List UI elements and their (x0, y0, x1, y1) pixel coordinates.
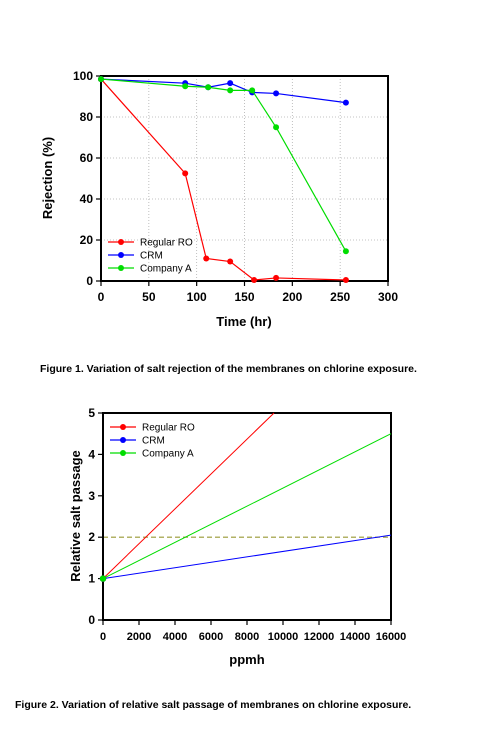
chart-1-legend-company-a-marker (118, 265, 124, 271)
chart-1-legend-regular-ro-marker (118, 239, 124, 245)
chart-1: 0 50 100 150 200 250 300 0 20 40 60 80 100 Regular R… (40, 69, 417, 375)
chart-2-series-crm-line (102, 534, 392, 580)
chart-1-series-company-a-line (100, 78, 347, 252)
chart-1-series-company-a-point-6 (342, 248, 349, 255)
chart-1-series-company-a-point-2 (205, 84, 212, 91)
chart-1-ticks: 0 50 100 150 200 250 300 0 20 40 60 80 100 (73, 69, 398, 304)
chart-2-xtick-label-10000: 10000 (268, 631, 299, 643)
chart-2-xlabel: ppmh (229, 652, 264, 667)
chart-2-legend: Regular RO CRM Company A (110, 423, 195, 460)
chart-1-legend-crm-label: CRM (140, 251, 163, 262)
chart-2-legend-company-a-label: Company A (142, 449, 194, 460)
chart-1-series-regular-ro-point-6 (342, 276, 349, 283)
chart-1-ytick-label-20: 20 (80, 233, 94, 247)
chart-1-series-company-a-point-5 (273, 124, 280, 131)
chart-1-xtick-label-0: 0 (98, 290, 105, 304)
chart-1-series-crm-point-6 (342, 99, 349, 106)
chart-2-ytick-label-2: 2 (88, 530, 95, 544)
figure-2-caption: Figure 2. Variation of relative salt pas… (15, 699, 411, 711)
chart-2-legend-regular-ro-label: Regular RO (142, 423, 195, 434)
chart-1-ytick-label-0: 0 (86, 274, 93, 288)
chart-1-series-regular-ro-line (100, 78, 346, 281)
chart-2-ytick-label-4: 4 (88, 447, 95, 461)
chart-1-ytick-label-40: 40 (80, 192, 94, 206)
chart-2-xtick-label-4000: 4000 (163, 631, 187, 643)
chart-1-xtick-label-100: 100 (187, 290, 207, 304)
chart-2-legend-crm-label: CRM (142, 436, 165, 447)
chart-2-xtick-label-12000: 12000 (304, 631, 335, 643)
chart-1-series-crm-point-3 (227, 80, 234, 87)
chart-1-legend: Regular RO CRM Company A (108, 238, 193, 275)
chart-2-xtick-label-2000: 2000 (127, 631, 151, 643)
chart-1-xtick-label-250: 250 (330, 290, 350, 304)
chart-1-xtick-label-200: 200 (282, 290, 302, 304)
chart-2-series-company-a-origin-point (99, 575, 107, 582)
chart-1-xtick-label-50: 50 (142, 290, 156, 304)
chart-1-ytick-label-60: 60 (80, 151, 94, 165)
chart-1-series (98, 76, 349, 283)
chart-1-xtick-label-150: 150 (234, 290, 254, 304)
chart-1-series-company-a-point-0 (98, 76, 104, 83)
chart-1-ylabel: Rejection (%) (40, 137, 55, 219)
figure-1-caption: Figure 1. Variation of salt rejection of… (40, 363, 417, 375)
chart-2-legend-regular-ro-marker (120, 424, 126, 430)
chart-1-series-regular-ro-point-3 (227, 258, 234, 265)
chart-2-legend-crm-marker (120, 437, 126, 443)
chart-2-ticks: 0 2000 4000 6000 8000 10000 12000 14000 16000 0 1 2… (88, 406, 406, 643)
chart-2-ytick-label-1: 1 (88, 572, 95, 586)
chart-1-legend-company-a-label: Company A (140, 264, 192, 275)
chart-2-series-company-a-line (102, 433, 392, 580)
chart-2-xtick-label-14000: 14000 (340, 631, 371, 643)
chart-2-xtick-label-8000: 8000 (235, 631, 259, 643)
chart-1-ytick-label-80: 80 (80, 110, 94, 124)
chart-2-series-regular-ro-line (102, 412, 275, 579)
chart-2-ytick-label-3: 3 (88, 489, 95, 503)
chart-2-legend-company-a-marker (120, 450, 126, 456)
chart-1-series-company-a-point-4 (249, 87, 256, 94)
chart-1-series-company-a-point-3 (227, 87, 234, 94)
chart-1-xlabel: Time (hr) (216, 314, 271, 329)
chart-1-series-regular-ro-point-1 (182, 170, 189, 177)
chart-1-legend-crm-marker (118, 252, 124, 258)
chart-2-ytick-label-5: 5 (88, 406, 95, 420)
chart-2: 0 2000 4000 6000 8000 10000 12000 14000 16000 0 1 2… (15, 406, 411, 711)
chart-1-series-regular-ro-point-4 (251, 276, 258, 283)
chart-1-ytick-label-100: 100 (73, 69, 93, 83)
chart-1-legend-regular-ro-label: Regular RO (140, 238, 193, 249)
chart-2-xtick-label-6000: 6000 (199, 631, 223, 643)
chart-1-xtick-label-300: 300 (378, 290, 398, 304)
chart-2-series (99, 412, 392, 582)
chart-1-series-crm-point-5 (273, 90, 280, 97)
chart-2-ytick-label-0: 0 (88, 613, 95, 627)
chart-2-ylabel: Relative salt passage (68, 450, 83, 582)
chart-1-series-regular-ro-point-2 (203, 255, 210, 262)
chart-1-series-company-a-point-1 (182, 83, 189, 90)
chart-2-xtick-label-16000: 16000 (376, 631, 407, 643)
chart-2-xtick-label-0: 0 (100, 631, 106, 643)
chart-1-series-regular-ro-point-5 (273, 274, 280, 281)
